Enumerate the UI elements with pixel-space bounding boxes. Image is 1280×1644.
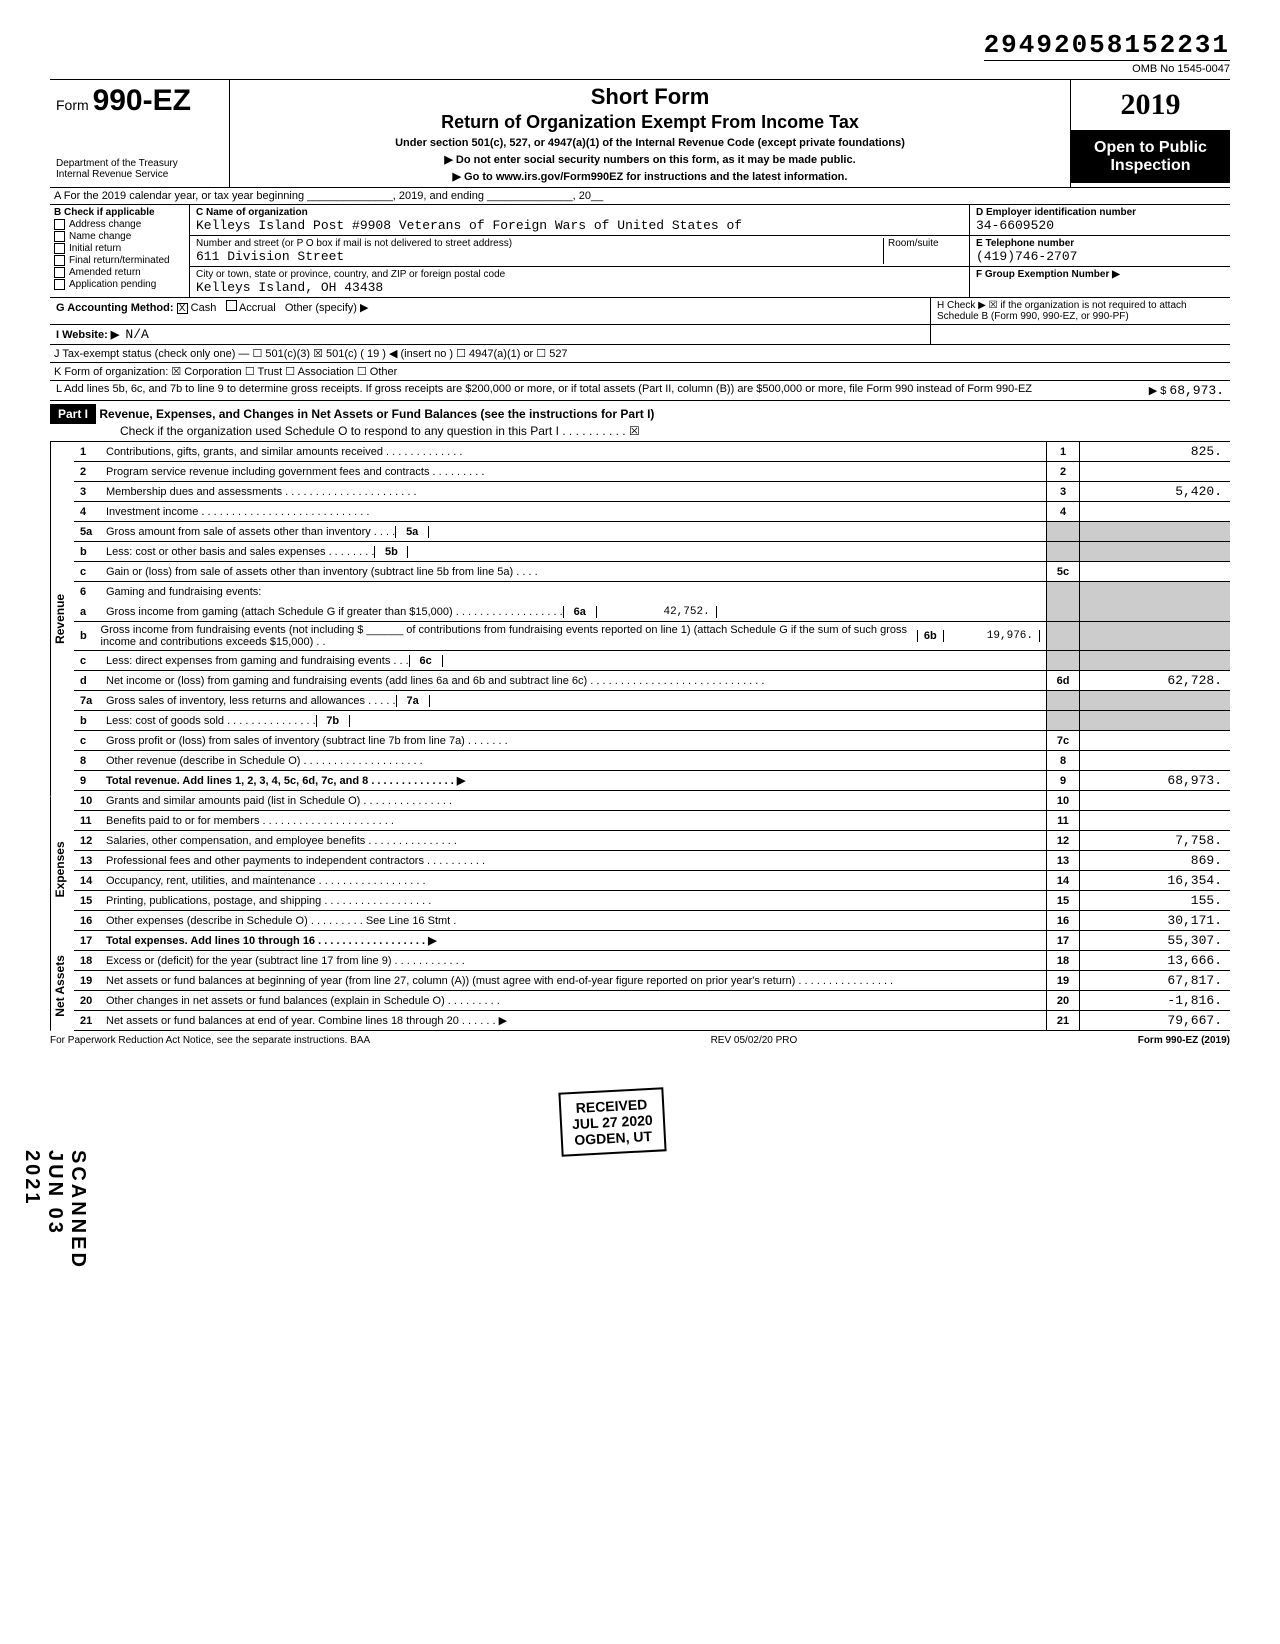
arrow-line-2: ▶ Go to www.irs.gov/Form990EZ for instru… (240, 170, 1060, 183)
footer: For Paperwork Reduction Act Notice, see … (50, 1031, 1230, 1050)
line-11: 11Benefits paid to or for members . . . … (74, 811, 1230, 831)
scanned-stamp: SCANNED JUN 03 2021 (20, 1150, 89, 1270)
dln: 29492058152231 (984, 30, 1230, 60)
arrow-line-1: ▶ Do not enter social security numbers o… (240, 153, 1060, 166)
l-text: L Add lines 5b, 6c, and 7b to line 9 to … (56, 383, 1044, 398)
section-bcdef: B Check if applicable Address change Nam… (50, 205, 1230, 298)
line-14: 14Occupancy, rent, utilities, and mainte… (74, 871, 1230, 891)
part1-label: Part I (50, 404, 96, 424)
ein: 34-6609520 (976, 218, 1054, 233)
row-l: L Add lines 5b, 6c, and 7b to line 9 to … (50, 381, 1230, 401)
line-6: 6Gaming and fundraising events: (74, 582, 1230, 602)
chk-cash[interactable]: X (177, 303, 188, 314)
line-20: 20Other changes in net assets or fund ba… (74, 991, 1230, 1011)
line-7c: cGross profit or (loss) from sales of in… (74, 731, 1230, 751)
form-header: Form 990-EZ Department of the Treasury I… (50, 79, 1230, 188)
form-number: 990-EZ (93, 84, 191, 117)
footer-mid: REV 05/02/20 PRO (711, 1035, 798, 1046)
room-label: Room/suite (888, 238, 939, 249)
chk-pending[interactable] (54, 279, 65, 290)
row-k: K Form of organization: ☒ Corporation ☐ … (50, 363, 1230, 381)
line-6d: dNet income or (loss) from gaming and fu… (74, 671, 1230, 691)
side-netassets: Net Assets (50, 942, 74, 1031)
line-6a: aGross income from gaming (attach Schedu… (74, 602, 1230, 622)
title-sub: Under section 501(c), 527, or 4947(a)(1)… (240, 137, 1060, 149)
side-revenue: Revenue (50, 442, 74, 796)
line-5b: bLess: cost or other basis and sales exp… (74, 542, 1230, 562)
omb: OMB No 1545-0047 (984, 60, 1230, 75)
dept: Department of the Treasury (56, 158, 223, 169)
line-15: 15Printing, publications, postage, and s… (74, 891, 1230, 911)
i-label: I Website: ▶ (56, 329, 119, 341)
col-b: B Check if applicable Address change Nam… (50, 205, 190, 297)
line-7b: bLess: cost of goods sold . . . . . . . … (74, 711, 1230, 731)
tax-year: 2019 (1071, 80, 1230, 131)
line-13: 13Professional fees and other payments t… (74, 851, 1230, 871)
line-10: 10Grants and similar amounts paid (list … (74, 791, 1230, 811)
e-label: E Telephone number (976, 238, 1074, 249)
org-street: 611 Division Street (196, 249, 344, 264)
g-label: G Accounting Method: (56, 302, 174, 314)
row-j: J Tax-exempt status (check only one) — ☐… (50, 345, 1230, 363)
chk-name[interactable] (54, 231, 65, 242)
row-gh: G Accounting Method: X Cash Accrual Othe… (50, 298, 1230, 325)
open-public: Open to Public Inspection (1071, 131, 1230, 183)
line-18: 18Excess or (deficit) for the year (subt… (74, 951, 1230, 971)
main-grid: Revenue Expenses Net Assets 1Contributio… (50, 442, 1230, 1031)
l-amount: 68,973. (1169, 383, 1224, 398)
line-5c: cGain or (loss) from sale of assets othe… (74, 562, 1230, 582)
form-prefix: Form (56, 97, 89, 113)
footer-right: Form 990-EZ (2019) (1138, 1035, 1230, 1046)
line-16: 16Other expenses (describe in Schedule O… (74, 911, 1230, 931)
chk-final[interactable] (54, 255, 65, 266)
line-6b: bGross income from fundraising events (n… (74, 622, 1230, 651)
c-label: C Name of organization (196, 207, 308, 218)
line-6c: cLess: direct expenses from gaming and f… (74, 651, 1230, 671)
line-12: 12Salaries, other compensation, and empl… (74, 831, 1230, 851)
phone: (419)746-2707 (976, 249, 1077, 264)
line-21: 21Net assets or fund balances at end of … (74, 1011, 1230, 1031)
c-city-label: City or town, state or province, country… (196, 269, 505, 280)
f-label: F Group Exemption Number ▶ (976, 269, 1120, 280)
top-row: 29492058152231 OMB No 1545-0047 (50, 30, 1230, 75)
line-17: 17Total expenses. Add lines 10 through 1… (74, 931, 1230, 951)
chk-address[interactable] (54, 219, 65, 230)
part1-header: Part I Revenue, Expenses, and Changes in… (50, 401, 1230, 442)
title-short: Short Form (240, 84, 1060, 110)
line-2: 2Program service revenue including gover… (74, 462, 1230, 482)
line-1: 1Contributions, gifts, grants, and simil… (74, 442, 1230, 462)
c-addr-label: Number and street (or P O box if mail is… (196, 238, 512, 249)
irs: Internal Revenue Service (56, 169, 223, 180)
part1-check: Check if the organization used Schedule … (120, 424, 640, 438)
footer-left: For Paperwork Reduction Act Notice, see … (50, 1035, 370, 1046)
title-main: Return of Organization Exempt From Incom… (240, 112, 1060, 133)
line-a: A For the 2019 calendar year, or tax yea… (50, 188, 1230, 205)
line-9: 9Total revenue. Add lines 1, 2, 3, 4, 5c… (74, 771, 1230, 791)
chk-initial[interactable] (54, 243, 65, 254)
line-8: 8Other revenue (describe in Schedule O) … (74, 751, 1230, 771)
lines: 1Contributions, gifts, grants, and simil… (74, 442, 1230, 1031)
received-stamp: RECEIVED JUL 27 2020 OGDEN, UT (558, 1087, 666, 1156)
side-expenses: Expenses (50, 796, 74, 942)
part1-title: Revenue, Expenses, and Changes in Net As… (99, 407, 654, 421)
row-i: I Website: ▶ N/A (50, 325, 1230, 345)
b-header: B Check if applicable (54, 207, 155, 218)
line-5a: 5aGross amount from sale of assets other… (74, 522, 1230, 542)
line-4: 4Investment income . . . . . . . . . . .… (74, 502, 1230, 522)
website: N/A (125, 327, 148, 342)
org-name: Kelleys Island Post #9908 Veterans of Fo… (196, 218, 742, 233)
form-number-box: Form 990-EZ (56, 84, 223, 118)
chk-amended[interactable] (54, 267, 65, 278)
d-label: D Employer identification number (976, 207, 1136, 218)
h-text: H Check ▶ ☒ if the organization is not r… (930, 298, 1230, 324)
line-3: 3Membership dues and assessments . . . .… (74, 482, 1230, 502)
col-c: C Name of organization Kelleys Island Po… (190, 205, 970, 297)
line-19: 19Net assets or fund balances at beginni… (74, 971, 1230, 991)
col-def: D Employer identification number 34-6609… (970, 205, 1230, 297)
org-city: Kelleys Island, OH 43438 (196, 280, 383, 295)
line-7a: 7aGross sales of inventory, less returns… (74, 691, 1230, 711)
chk-accrual[interactable] (226, 300, 237, 311)
